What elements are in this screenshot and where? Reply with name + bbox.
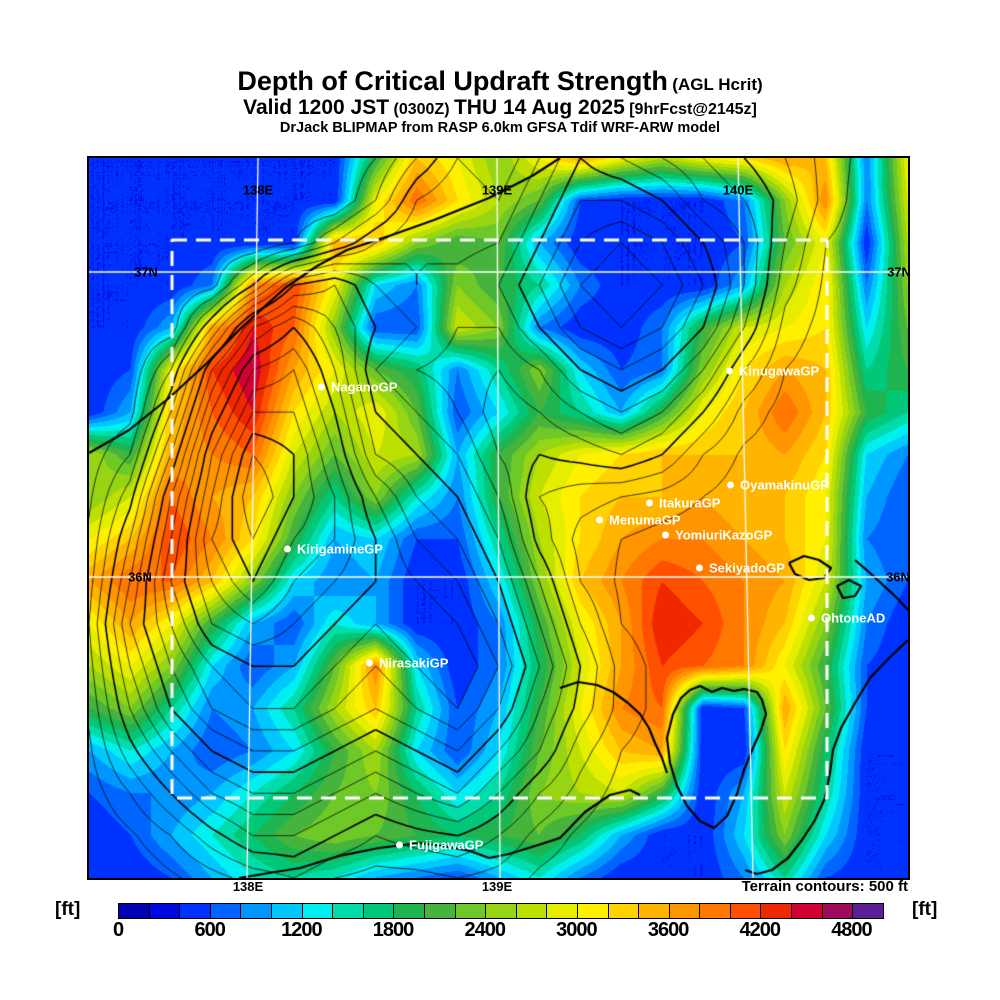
site-OhtoneAD: OhtoneAD [808,611,885,626]
bottom-lon-label-139e: 139E [481,879,513,894]
title-parameter-suffix: (AGL Hcrit) [672,75,763,94]
page-title: Depth of Critical Updraft Strength (AGL … [0,66,1000,96]
colorbar-segment [607,904,639,918]
grid-label-139e: 139E [481,182,513,198]
site-label: NaganoGP [331,379,398,395]
site-label: NirasakiGP [379,655,449,671]
terrain-contour-note: Terrain contours: 500 ft [741,878,908,895]
map-overlay: 138E 139E 140E 37N 37N 36N 36N NaganoGP Kinugawa… [89,158,911,878]
site-marker-dot [696,564,703,572]
grid-label-37n: 37N [134,264,158,280]
site-NaganoGP: NaganoGP [318,380,397,395]
colorbar-segment [362,904,394,918]
colorbar-tick-2400: 2400 [464,919,505,941]
colorbar-segment [423,904,455,918]
colorbar-unit-left: [ft] [55,899,81,920]
colorbar-segment [791,904,822,918]
valid-time-line: Valid 1200 JST (0300Z) THU 14 Aug 2025 [… [0,96,1000,120]
site-label: ItakuraGP [659,495,721,511]
site-label: FujigawaGP [409,837,484,853]
site-marker-dot [284,545,291,553]
colorbar-tick-4200: 4200 [739,919,781,941]
map-canvas [89,158,908,878]
grid-label-140e: 140E [722,182,754,198]
grid-label-36n: 36N [128,569,152,585]
valid-date: THU 14 Aug 2025 [453,96,625,120]
valid-time-utc: (0300Z) [393,101,450,119]
site-FujigawaGP: FujigawaGP [396,838,483,853]
colorbar-segment [148,904,180,918]
site-marker-dot [808,614,815,622]
site-KinugawaGP: KinugawaGP [726,364,819,379]
map-panel: 138E 139E 140E 37N 37N 36N 36N NaganoGP Kinugawa… [87,156,911,880]
colorbar-tick-0: 0 [112,919,124,941]
colorbar-segment [638,904,669,918]
colorbar-segment [729,904,761,918]
site-label: SekiyadoGP [709,560,785,576]
site-label: OhtoneAD [821,610,886,626]
colorbar-tick-600: 600 [194,919,225,941]
site-label: OyamakinuGP [740,477,829,493]
site-SekiyadoGP: SekiyadoGP [696,561,785,576]
valid-time: Valid 1200 JST [243,96,390,120]
title-block: Depth of Critical Updraft Strength (AGL … [0,66,1000,136]
colorbar-segment [332,904,363,918]
colorbar-segment [515,904,547,918]
colorbar-segment [209,904,241,918]
site-marker-dot [366,659,373,667]
bottom-lon-label-138e: 138E [232,879,264,894]
site-marker-dot [396,841,403,849]
site-label: YomiuriKazoGP [675,527,773,543]
colorbar-segment [546,904,577,918]
site-marker-dot [727,481,734,489]
colorbar-segment [485,904,516,918]
site-YomiuriKazoGP: YomiuriKazoGP [662,528,772,543]
site-NirasakiGP: NirasakiGP [366,656,448,671]
colorbar-tick-1200: 1200 [281,919,322,941]
colorbar-segment [821,904,853,918]
colorbar-tick-4800: 4800 [831,919,872,941]
site-label: MenumaGP [609,512,681,528]
colorbar-unit-right: [ft] [912,899,938,920]
site-marker-dot [596,516,603,524]
colorbar-tick-3000: 3000 [556,919,597,941]
colorbar-segment [699,904,730,918]
site-marker-dot [662,531,669,539]
colorbar [118,903,884,919]
site-label: KinugawaGP [739,363,820,379]
colorbar-segment [852,904,883,918]
colorbar-tick-3600: 3600 [647,919,689,941]
title-main: Depth of Critical Updraft Strength [237,66,668,96]
colorbar-segment [270,904,302,918]
grid-label-36n: 36N [886,569,910,585]
colorbar-segment [119,904,149,918]
colorbar-segment [301,904,333,918]
forecast-run-info: [9hrFcst@2145z] [629,101,757,119]
grid-label-37n: 37N [887,264,911,280]
grid-label-138e: 138E [242,182,274,198]
site-marker-dot [318,383,325,391]
site-MenumaGP: MenumaGP [596,513,681,528]
site-ItakuraGP: ItakuraGP [646,496,720,511]
colorbar-segment [454,904,486,918]
model-info-line: DrJack BLIPMAP from RASP 6.0km GFSA Tdif… [279,119,721,136]
site-KirigamineGP: KirigamineGP [284,542,383,557]
colorbar-tick-1800: 1800 [372,919,414,941]
site-marker-dot [726,367,733,375]
colorbar-segment [240,904,271,918]
colorbar-segment [668,904,700,918]
site-label: KirigamineGP [297,541,383,557]
colorbar-segment [576,904,608,918]
site-OyamakinuGP: OyamakinuGP [727,478,829,493]
colorbar-segment [760,904,792,918]
colorbar-segment [179,904,210,918]
colorbar-segment [393,904,424,918]
site-marker-dot [646,499,653,507]
